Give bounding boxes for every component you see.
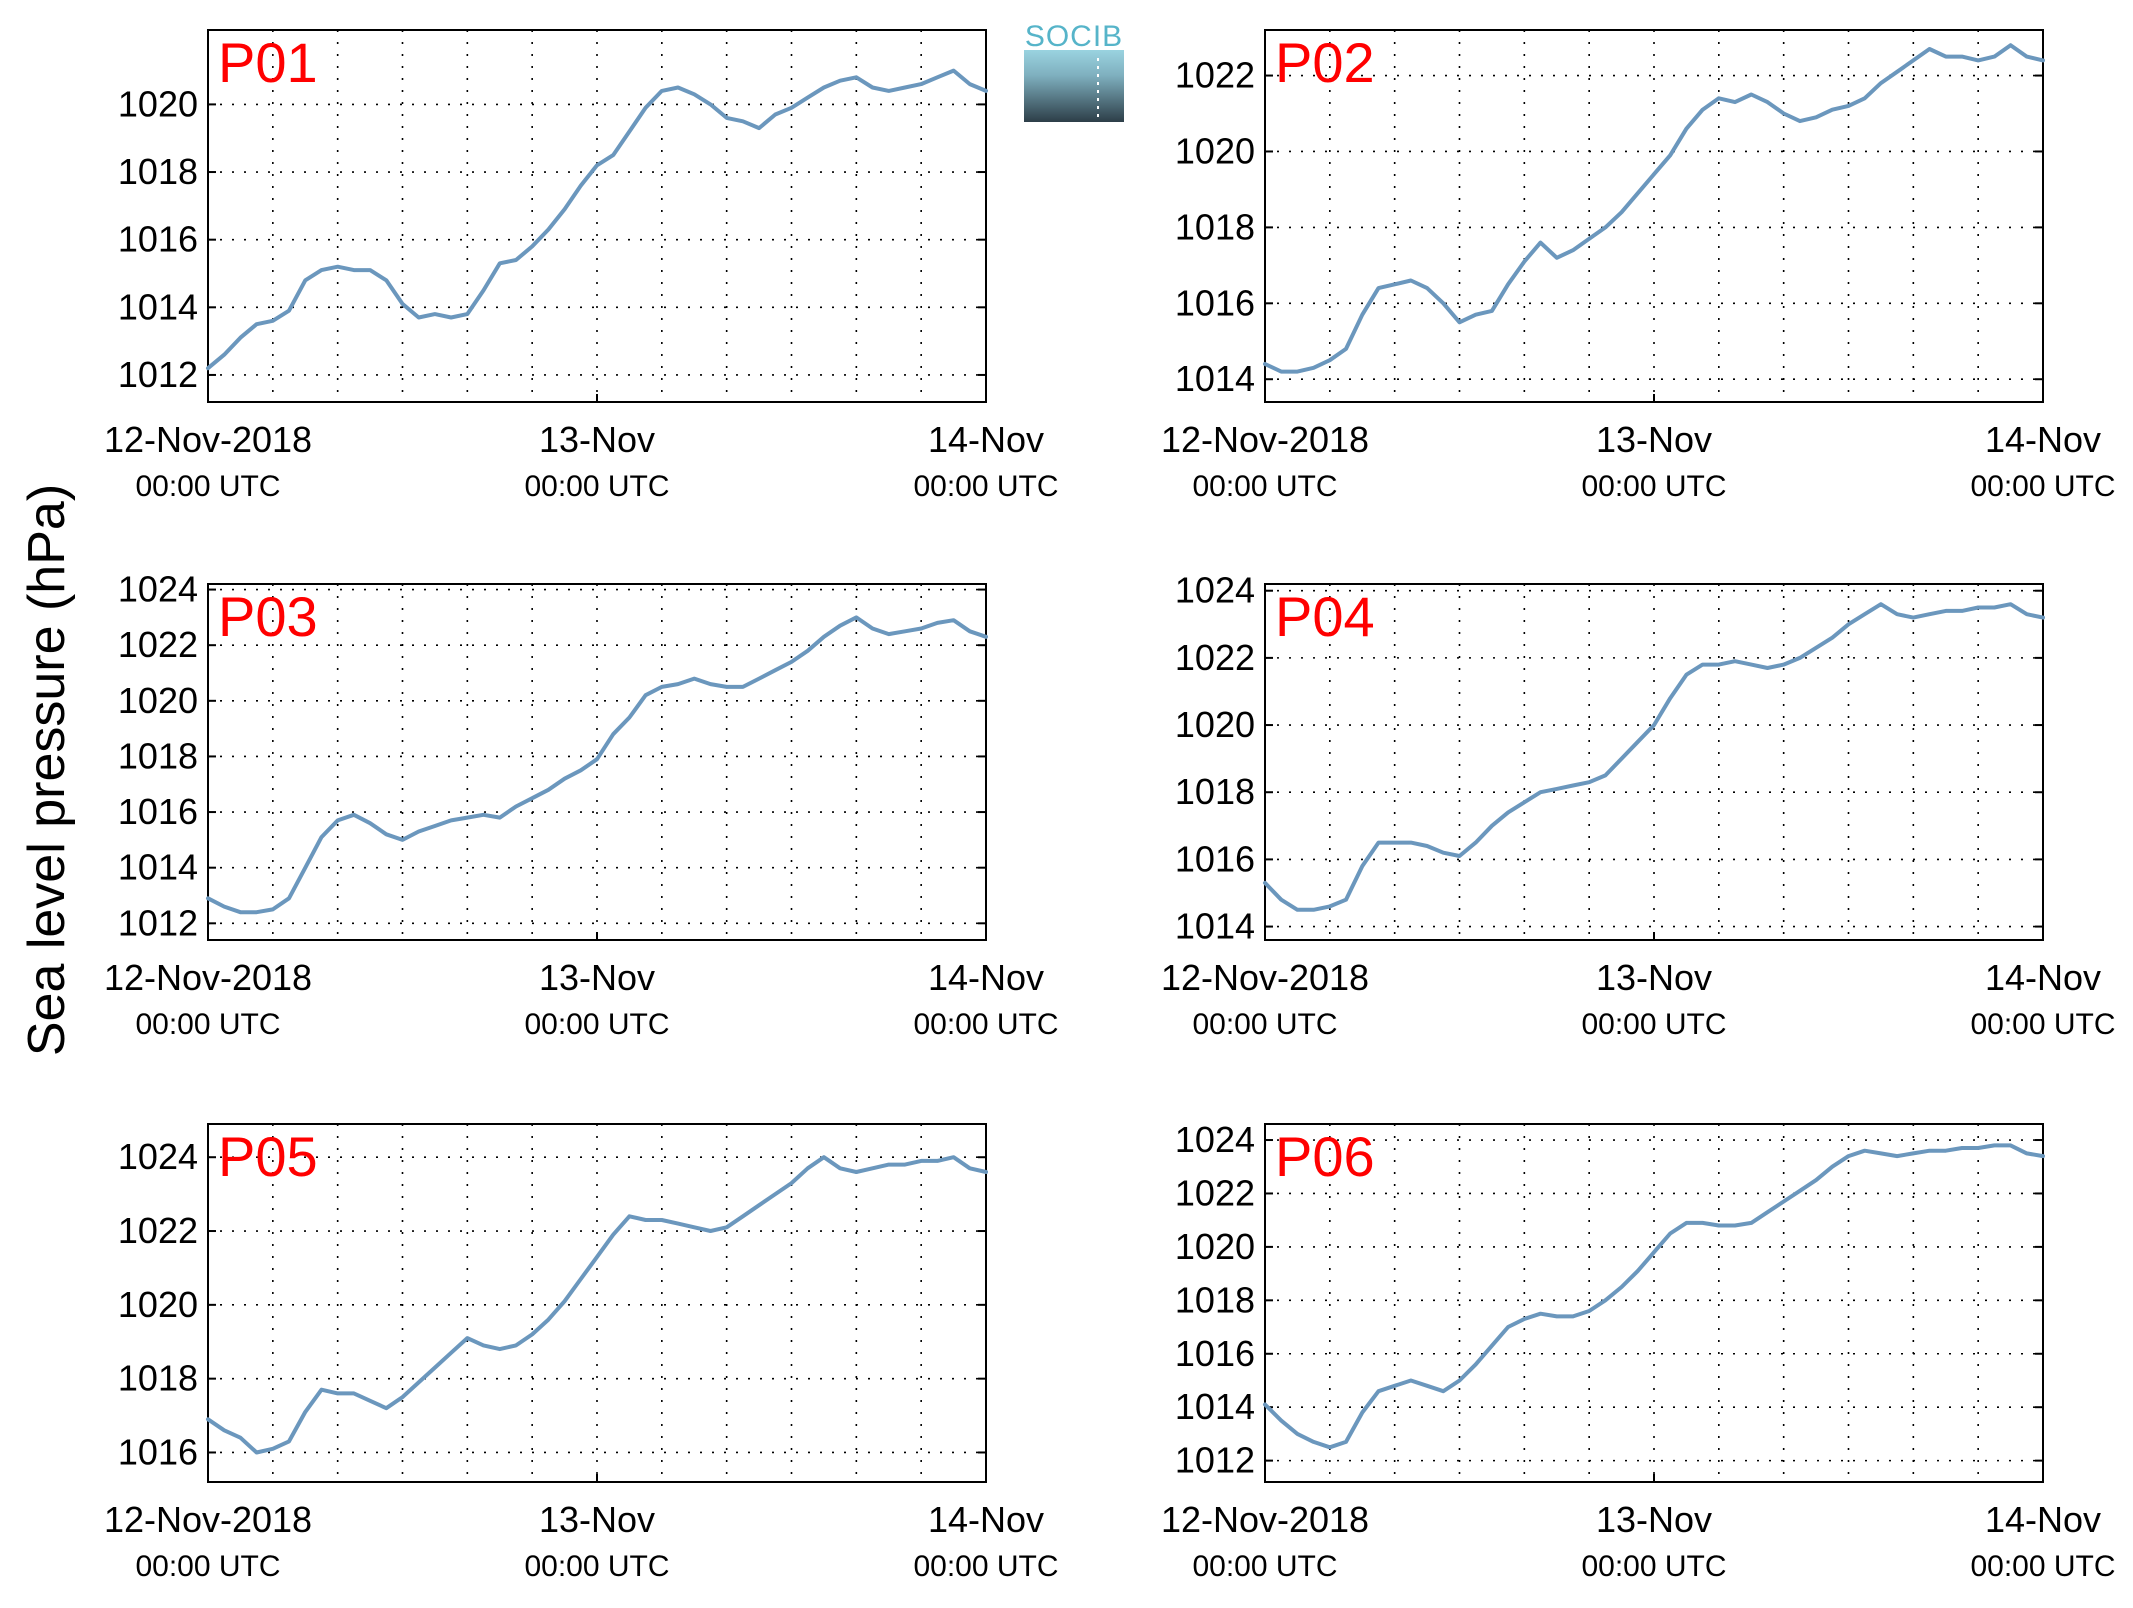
x-tick-sublabel: 00:00 UTC bbox=[913, 470, 1058, 503]
y-tick-label: 1024 bbox=[1175, 570, 1255, 611]
y-tick-label: 1016 bbox=[118, 1431, 198, 1472]
x-tick-sublabel: 00:00 UTC bbox=[135, 1550, 280, 1583]
y-tick-label: 1016 bbox=[118, 219, 198, 260]
y-tick-label: 1014 bbox=[1175, 1386, 1255, 1427]
panel-p04: 1014 1016 1018 1020 1022 1024 12-Nov-2018 00:00… bbox=[1161, 570, 2116, 1041]
y-tick-label: 1018 bbox=[1175, 206, 1255, 247]
y-axis-label: Sea level pressure (hPa) bbox=[18, 484, 76, 1056]
x-tick-sublabel: 00:00 UTC bbox=[1192, 470, 1337, 503]
socib-logo: SOCIB bbox=[1024, 20, 1124, 122]
y-tick-label: 1018 bbox=[1175, 1279, 1255, 1320]
x-tick-label: 13-Nov bbox=[1596, 419, 1712, 460]
x-tick-label: 12-Nov-2018 bbox=[104, 957, 312, 998]
x-tick-label: 13-Nov bbox=[1596, 957, 1712, 998]
panel-title: P05 bbox=[218, 1125, 318, 1188]
y-tick-label: 1022 bbox=[118, 624, 198, 665]
y-tick-label: 1018 bbox=[1175, 771, 1255, 812]
x-tick-sublabel: 00:00 UTC bbox=[913, 1550, 1058, 1583]
x-tick-sublabel: 00:00 UTC bbox=[1970, 1550, 2115, 1583]
panel-title: P01 bbox=[218, 31, 318, 94]
x-tick-sublabel: 00:00 UTC bbox=[1970, 470, 2115, 503]
y-tick-label: 1022 bbox=[1175, 637, 1255, 678]
pressure-series-line bbox=[206, 68, 988, 371]
panel-p06: 1012 1014 1016 1018 1020 1022 1024 12-Nov-2018 0… bbox=[1161, 1119, 2116, 1583]
pressure-series-line bbox=[206, 1155, 988, 1455]
y-tick-label: 1022 bbox=[1175, 55, 1255, 96]
y-tick-label: 1024 bbox=[1175, 1119, 1255, 1160]
y-tick-label: 1024 bbox=[118, 1136, 198, 1177]
x-tick-sublabel: 00:00 UTC bbox=[1581, 1550, 1726, 1583]
panel-p03: 1012 1014 1016 1018 1020 1022 1024 12-Nov-2018 0… bbox=[104, 569, 1059, 1041]
y-tick-label: 1016 bbox=[118, 791, 198, 832]
y-tick-label: 1022 bbox=[1175, 1172, 1255, 1213]
x-tick-label: 12-Nov-2018 bbox=[1161, 1499, 1369, 1540]
pressure-series-line bbox=[1263, 1143, 2045, 1450]
y-tick-label: 1020 bbox=[118, 680, 198, 721]
panel-title: P04 bbox=[1275, 585, 1375, 648]
x-tick-label: 14-Nov bbox=[928, 1499, 1044, 1540]
x-tick-sublabel: 00:00 UTC bbox=[135, 470, 280, 503]
x-tick-label: 12-Nov-2018 bbox=[1161, 419, 1369, 460]
x-tick-label: 13-Nov bbox=[539, 419, 655, 460]
y-tick-label: 1016 bbox=[1175, 1333, 1255, 1374]
y-tick-label: 1020 bbox=[1175, 130, 1255, 171]
panel-title: P06 bbox=[1275, 1125, 1375, 1188]
x-tick-label: 14-Nov bbox=[1985, 419, 2101, 460]
y-tick-label: 1012 bbox=[1175, 1440, 1255, 1481]
y-tick-label: 1020 bbox=[1175, 1226, 1255, 1267]
y-tick-label: 1014 bbox=[1175, 358, 1255, 399]
x-tick-sublabel: 00:00 UTC bbox=[913, 1008, 1058, 1041]
x-tick-label: 12-Nov-2018 bbox=[104, 419, 312, 460]
x-tick-label: 13-Nov bbox=[1596, 1499, 1712, 1540]
x-tick-label: 13-Nov bbox=[539, 1499, 655, 1540]
x-tick-sublabel: 00:00 UTC bbox=[1192, 1550, 1337, 1583]
panel-title: P03 bbox=[218, 585, 318, 648]
panel-p01: 1012 1014 1016 1018 1020 12-Nov-2018 00:00 UTC… bbox=[104, 29, 1059, 503]
pressure-series-line bbox=[1263, 602, 2045, 912]
x-tick-sublabel: 00:00 UTC bbox=[1192, 1008, 1337, 1041]
x-tick-sublabel: 00:00 UTC bbox=[1970, 1008, 2115, 1041]
y-tick-label: 1020 bbox=[118, 1284, 198, 1325]
y-tick-label: 1012 bbox=[118, 902, 198, 943]
x-tick-sublabel: 00:00 UTC bbox=[524, 1550, 669, 1583]
y-tick-label: 1014 bbox=[118, 286, 198, 327]
pressure-series-line bbox=[206, 615, 988, 915]
y-tick-label: 1024 bbox=[118, 569, 198, 610]
y-tick-label: 1022 bbox=[118, 1210, 198, 1251]
x-tick-label: 14-Nov bbox=[928, 957, 1044, 998]
y-tick-label: 1016 bbox=[1175, 282, 1255, 323]
x-tick-sublabel: 00:00 UTC bbox=[524, 470, 669, 503]
x-tick-label: 14-Nov bbox=[1985, 1499, 2101, 1540]
x-tick-label: 12-Nov-2018 bbox=[104, 1499, 312, 1540]
x-tick-sublabel: 00:00 UTC bbox=[1581, 470, 1726, 503]
x-tick-label: 14-Nov bbox=[928, 419, 1044, 460]
panel-title: P02 bbox=[1275, 31, 1375, 94]
x-tick-sublabel: 00:00 UTC bbox=[135, 1008, 280, 1041]
y-tick-label: 1018 bbox=[118, 1358, 198, 1399]
panel-p02: 1014 1016 1018 1020 1022 12-Nov-2018 00:00 UTC… bbox=[1161, 29, 2116, 503]
pressure-series-line bbox=[1263, 43, 2045, 374]
x-tick-label: 13-Nov bbox=[539, 957, 655, 998]
panel-p05: 1016 1018 1020 1022 1024 12-Nov-2018 00:00 UTC… bbox=[104, 1123, 1059, 1583]
logo-block bbox=[1024, 50, 1124, 122]
logo-text: SOCIB bbox=[1025, 20, 1123, 53]
y-tick-label: 1018 bbox=[118, 735, 198, 776]
y-tick-label: 1020 bbox=[118, 83, 198, 124]
y-tick-label: 1020 bbox=[1175, 704, 1255, 745]
x-tick-sublabel: 00:00 UTC bbox=[1581, 1008, 1726, 1041]
y-tick-label: 1014 bbox=[118, 847, 198, 888]
y-tick-label: 1018 bbox=[118, 151, 198, 192]
x-tick-label: 14-Nov bbox=[1985, 957, 2101, 998]
x-tick-sublabel: 00:00 UTC bbox=[524, 1008, 669, 1041]
y-tick-label: 1014 bbox=[1175, 906, 1255, 947]
y-tick-label: 1012 bbox=[118, 354, 198, 395]
y-tick-label: 1016 bbox=[1175, 838, 1255, 879]
x-tick-label: 12-Nov-2018 bbox=[1161, 957, 1369, 998]
